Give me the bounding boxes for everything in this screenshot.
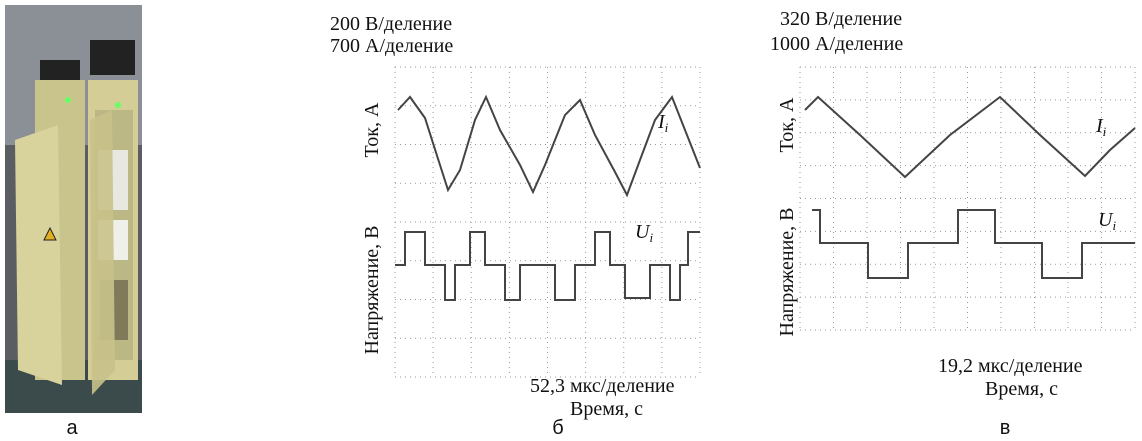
- trace-label: Ui: [635, 221, 653, 245]
- current-waveform: [397, 94, 701, 198]
- panel-label: б: [552, 417, 563, 439]
- panel-label: а: [66, 417, 78, 439]
- time-scale: 52,3 мкс/деление: [530, 375, 675, 397]
- x-label: Время, с: [985, 378, 1058, 400]
- voltage-waveform: [395, 231, 700, 301]
- time-scale: 19,2 мкс/деление: [938, 355, 1083, 377]
- photo: [5, 5, 142, 413]
- voltage-waveform: [812, 209, 1135, 279]
- y-label: Ток, А: [776, 97, 798, 152]
- y-label: Напряжение, В: [361, 225, 383, 354]
- trace-label: Ii: [657, 111, 669, 135]
- y-label: Напряжение, В: [776, 207, 798, 336]
- scale-voltage: 200 В/деление: [330, 13, 452, 35]
- scale-voltage: 320 В/деление: [780, 8, 902, 30]
- grid: [799, 66, 1136, 331]
- panel-label: в: [1000, 417, 1011, 439]
- current-waveform: [804, 95, 1136, 179]
- trace-label: Ii: [1095, 115, 1107, 139]
- grid: [394, 66, 701, 378]
- scale-current: 1000 А/деление: [770, 33, 903, 55]
- x-label: Время, с: [570, 398, 643, 420]
- y-label: Ток, А: [361, 102, 383, 157]
- trace-label: Ui: [1098, 209, 1116, 233]
- scale-current: 700 А/деление: [330, 35, 453, 57]
